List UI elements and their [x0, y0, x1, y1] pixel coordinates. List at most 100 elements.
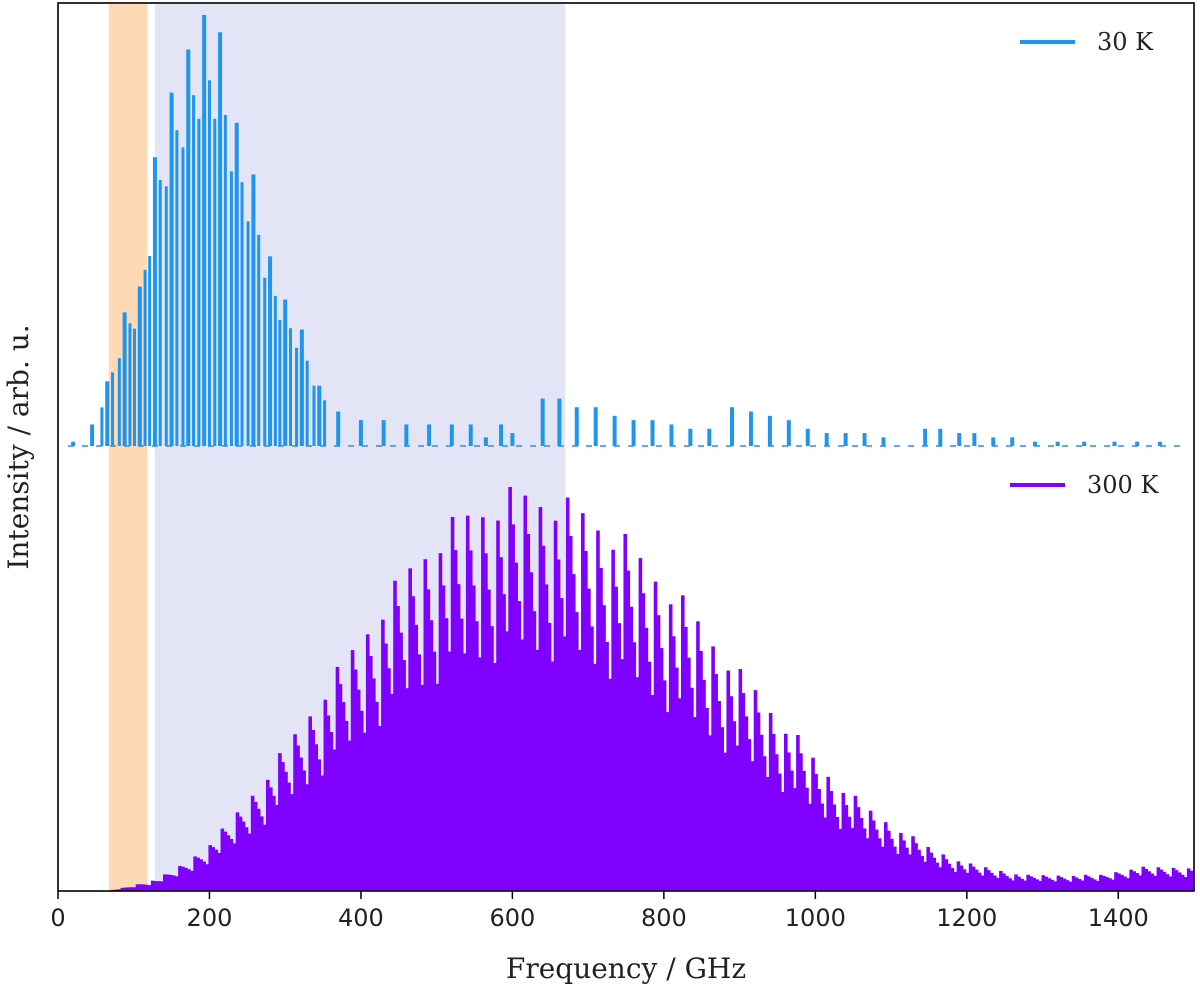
bar-30k-1065 [862, 433, 867, 446]
bar-300k [1174, 870, 1179, 891]
bar-300k [526, 533, 531, 891]
bar-300k [508, 486, 512, 891]
bar-300k [977, 872, 982, 891]
x-tick-label-600: 600 [489, 904, 535, 932]
x-axis-label: Frequency / GHz [506, 952, 746, 985]
bar-30k-sub [132, 328, 136, 446]
bar-30k-1260 [1010, 437, 1015, 446]
bar-300k [387, 668, 391, 891]
bar-300k [390, 693, 394, 891]
bar-30k-322 [299, 329, 304, 446]
bar-300k [584, 550, 588, 891]
bar-30k-400 [358, 420, 363, 446]
bar-300k [880, 846, 885, 891]
bar-300k [159, 881, 164, 891]
bar-30k-sub [257, 234, 261, 446]
bar-300k [917, 849, 921, 891]
bar-300k [681, 595, 685, 891]
bar-30k-300 [283, 299, 288, 446]
bar-30k-sub [223, 114, 227, 446]
x-tick-label-200: 200 [187, 904, 233, 932]
bar-300k [1120, 874, 1124, 891]
bar-300k [1141, 866, 1146, 891]
bar-30k-sub [128, 323, 132, 446]
bar-300k [1017, 876, 1021, 891]
bar-30k-735 [612, 415, 617, 446]
bar-300k [478, 657, 482, 891]
bar-300k [490, 626, 494, 891]
bar-300k [799, 753, 803, 891]
bar-300k [1020, 878, 1024, 891]
bar-300k [635, 677, 640, 891]
bar-30k-sub [240, 182, 244, 446]
bar-300k [705, 707, 709, 891]
bar-300k [450, 516, 455, 891]
bar-300k [574, 612, 579, 891]
bar-300k [986, 870, 991, 891]
bar-300k [411, 596, 415, 891]
bar-30k-600 [510, 433, 515, 446]
bar-300k [1038, 880, 1043, 891]
bar-300k [838, 828, 843, 891]
bar-300k [720, 727, 724, 891]
bar-300k [632, 642, 637, 891]
bar-30k-128 [152, 157, 157, 447]
bar-300k [326, 715, 331, 891]
bar-300k [496, 520, 500, 891]
bar-300k [417, 654, 422, 891]
bar-300k [938, 867, 943, 891]
bar-300k [1171, 867, 1176, 891]
bar-300k [332, 749, 337, 891]
bar-300k [1014, 874, 1018, 891]
bar-300k [362, 732, 367, 891]
bar-300k [756, 712, 761, 891]
bar-300k [787, 752, 791, 891]
spectrum-300k-bars [108, 486, 1194, 891]
bar-300k [738, 669, 743, 891]
bar-300k [126, 887, 131, 891]
bar-300k [805, 787, 809, 891]
bar-300k [677, 698, 682, 891]
bar-300k [499, 557, 503, 891]
bar-30k-108 [137, 286, 142, 446]
bar-300k [893, 846, 897, 891]
bar-30k-835 [688, 428, 693, 446]
bar-30k-1355 [1082, 441, 1087, 446]
bar-300k [426, 589, 431, 891]
bar-300k [144, 884, 149, 891]
legend-label-300k: 300 K [1087, 471, 1159, 499]
bar-300k [341, 702, 346, 891]
bar-300k [293, 734, 297, 891]
bar-300k [617, 623, 621, 891]
bar-300k [862, 828, 867, 891]
bar-300k [865, 838, 870, 891]
bar-300k [999, 870, 1003, 891]
bar-300k [1153, 875, 1158, 891]
bar-300k [835, 816, 840, 891]
bar-300k [1041, 875, 1046, 891]
bar-300k [599, 568, 603, 891]
bar-300k [350, 650, 355, 891]
bar-300k [1071, 875, 1076, 891]
bar-300k [399, 632, 403, 891]
bar-300k [1183, 877, 1188, 891]
bar-30k-1015 [824, 433, 829, 446]
bar-300k [393, 580, 397, 891]
bar-30k-150 [169, 92, 174, 446]
bar-300k [762, 756, 767, 891]
bar-30k-sub [192, 95, 196, 447]
x-tick-label-800: 800 [641, 904, 687, 932]
bar-300k [841, 792, 846, 891]
bar-300k [269, 787, 273, 891]
bar-300k [535, 649, 540, 891]
bar-30k-1040 [843, 433, 848, 446]
bar-300k [493, 662, 497, 891]
bar-300k [571, 574, 576, 891]
bar-300k [590, 626, 594, 891]
bar-300k [623, 533, 628, 891]
bar-300k [1144, 869, 1149, 891]
bar-300k [684, 626, 688, 891]
bar-300k [475, 621, 479, 891]
bar-30k-662 [557, 398, 562, 446]
bar-30k-sub [143, 269, 147, 446]
